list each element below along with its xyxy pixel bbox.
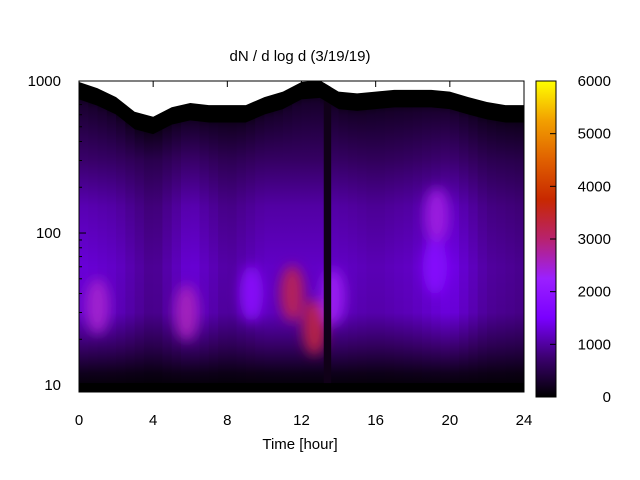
y-tick-label: 10	[44, 377, 61, 394]
heatmap-column	[440, 98, 451, 392]
heatmap-column	[106, 102, 117, 392]
heatmap-feature	[280, 265, 305, 322]
heatmap-column	[264, 103, 275, 392]
heatmap-column	[79, 90, 89, 392]
plot-area	[79, 81, 524, 392]
heatmap-column	[245, 110, 256, 392]
heatmap-column	[357, 100, 367, 392]
heatmap-column	[468, 105, 479, 392]
colorbar-gradient	[536, 81, 556, 397]
colorbar-tick-label: 5000	[578, 126, 611, 143]
data-gap-band	[323, 81, 332, 392]
heatmap-column	[403, 97, 414, 392]
heatmap-column	[366, 99, 377, 392]
heatmap-column	[505, 112, 516, 392]
heatmap-column	[310, 88, 321, 392]
no-data-region	[79, 81, 524, 117]
x-tick-label: 0	[75, 412, 83, 429]
heatmap-column	[180, 111, 191, 392]
x-tick-label: 20	[441, 412, 458, 429]
x-axis: 0 4 8 12 16 20 24	[75, 81, 533, 429]
colorbar: 0 1000 2000 3000 4000 5000 6000	[535, 73, 611, 406]
heatmap-column	[208, 112, 219, 392]
heatmap-column	[375, 98, 386, 392]
y-tick-label: 1000	[28, 73, 61, 90]
data-gap	[323, 81, 332, 392]
heatmap-column	[199, 112, 210, 392]
heatmap-column	[422, 97, 432, 392]
heatmap-features	[85, 187, 449, 356]
heatmap-feature	[85, 278, 110, 335]
heatmap-feature	[423, 238, 447, 295]
x-tick-label: 12	[293, 412, 310, 429]
heatmap-column	[88, 94, 99, 392]
x-axis-label: Time [hour]	[262, 436, 337, 453]
x-tick-label: 8	[223, 412, 231, 429]
heatmap-column	[384, 97, 395, 392]
heatmap-column	[477, 108, 488, 392]
heatmap-column	[394, 97, 405, 392]
y-axis: 10 100 1000	[28, 73, 86, 394]
heatmap-column	[218, 112, 228, 392]
heatmap-column	[486, 110, 497, 392]
heatmap-column	[338, 99, 349, 392]
heatmap-column	[227, 112, 238, 392]
colorbar-tick-label: 4000	[578, 178, 611, 195]
heatmap-column	[143, 122, 154, 392]
heatmap-column	[514, 112, 524, 392]
y-tick-label: 100	[36, 225, 61, 242]
heatmap-column	[459, 103, 469, 392]
heatmap-column	[412, 97, 423, 392]
heatmap-column	[273, 100, 284, 392]
heatmap-column	[347, 100, 358, 392]
heatmap-column	[282, 96, 293, 392]
heatmap-column	[292, 91, 303, 392]
heatmap-layer	[79, 88, 524, 392]
heatmap-feature	[174, 284, 199, 341]
heatmap-column	[190, 110, 201, 392]
colorbar-tick-label: 6000	[578, 73, 611, 90]
x-tick-label: 24	[516, 412, 533, 429]
heatmap-column	[329, 96, 340, 392]
heatmap-feature	[424, 187, 449, 244]
heatmap-column	[255, 106, 266, 392]
heatmap-column	[301, 89, 312, 392]
heatmap-column	[236, 112, 247, 392]
heatmap-feature	[239, 265, 264, 322]
heatmap-column	[116, 107, 126, 392]
colorbar-tick-label: 2000	[578, 284, 611, 301]
heatmap-column	[162, 116, 173, 392]
colorbar-tick-label: 0	[603, 389, 611, 406]
x-tick-label: 16	[367, 412, 384, 429]
heatmap-column	[125, 115, 136, 392]
heatmap-column	[97, 97, 108, 392]
chart-title: dN / d log d (3/19/19)	[230, 48, 371, 65]
heatmap-column	[496, 111, 507, 392]
colorbar-tick-label: 1000	[578, 336, 611, 353]
colorbar-tick-label: 3000	[578, 231, 611, 248]
heatmap-column	[449, 100, 460, 392]
heatmap-feature	[302, 299, 327, 356]
heatmap-column	[153, 121, 164, 392]
heatmap-column	[134, 120, 145, 392]
colorbar-ticks: 0 1000 2000 3000 4000 5000 6000	[550, 73, 611, 406]
edge-band	[79, 81, 524, 135]
x-tick-label: 4	[149, 412, 157, 429]
heatmap-column	[171, 113, 182, 392]
